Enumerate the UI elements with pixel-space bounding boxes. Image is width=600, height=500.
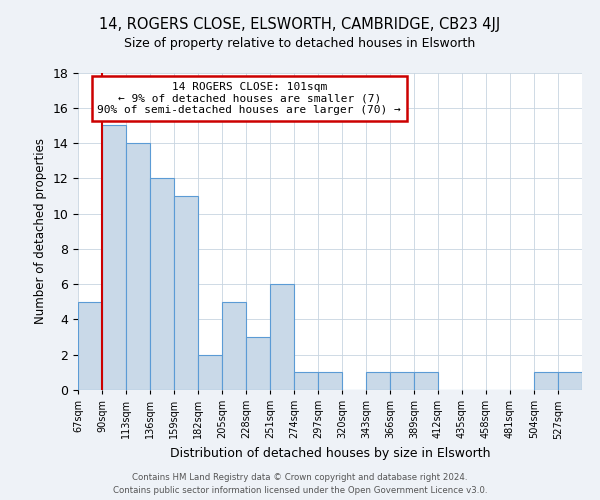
Y-axis label: Number of detached properties: Number of detached properties [34, 138, 47, 324]
X-axis label: Distribution of detached houses by size in Elsworth: Distribution of detached houses by size … [170, 447, 490, 460]
Text: Size of property relative to detached houses in Elsworth: Size of property relative to detached ho… [124, 38, 476, 51]
Bar [318, 372, 342, 390]
Bar [126, 143, 150, 390]
Bar [390, 372, 414, 390]
Bar [294, 372, 318, 390]
Bar [222, 302, 246, 390]
Bar [102, 126, 126, 390]
Bar [270, 284, 294, 390]
Bar [534, 372, 558, 390]
Bar [174, 196, 198, 390]
Bar [246, 337, 270, 390]
Text: Contains HM Land Registry data © Crown copyright and database right 2024.
Contai: Contains HM Land Registry data © Crown c… [113, 474, 487, 495]
Bar [366, 372, 390, 390]
Bar [558, 372, 582, 390]
Bar [150, 178, 174, 390]
Text: 14, ROGERS CLOSE, ELSWORTH, CAMBRIDGE, CB23 4JJ: 14, ROGERS CLOSE, ELSWORTH, CAMBRIDGE, C… [100, 18, 500, 32]
Bar [198, 354, 222, 390]
Bar [78, 302, 102, 390]
Text: 14 ROGERS CLOSE: 101sqm
← 9% of detached houses are smaller (7)
90% of semi-deta: 14 ROGERS CLOSE: 101sqm ← 9% of detached… [97, 82, 401, 115]
Bar [414, 372, 438, 390]
